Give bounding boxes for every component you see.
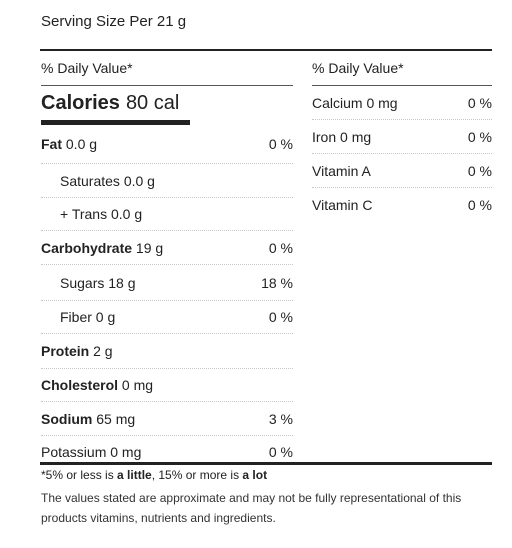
nutrient-row: + Trans 0.0 g (41, 198, 293, 231)
top-rule (40, 49, 492, 51)
nutrient-row: Sugars 18 g 18 % (41, 265, 293, 301)
calories-label: Calories (41, 91, 120, 114)
calories-row: Calories 80 cal (41, 86, 293, 120)
nutrient-amount: 0 mg (110, 444, 142, 460)
footnote-text-1: *5% or less is (41, 468, 118, 482)
nutrient-name: Saturates 0.0 g (41, 173, 155, 189)
nutrient-percent: 0 % (268, 444, 293, 460)
daily-value-header: % Daily Value* (41, 52, 293, 86)
right-column: % Daily Value* Calcium 0 mg 0 % Iron 0 mg 0… (312, 52, 492, 221)
nutrient-amount: 0.0 g (110, 206, 143, 222)
nutrient-amount: 0 g (95, 309, 116, 325)
mineral-label: Vitamin A (312, 162, 371, 179)
nutrient-amount: 2 g (93, 343, 113, 359)
nutrient-row: Fat 0.0 g 0 % (41, 125, 293, 164)
mineral-row: Iron 0 mg 0 % (312, 120, 492, 154)
nutrient-label: Saturates (60, 172, 120, 189)
mineral-row: Vitamin C 0 % (312, 188, 492, 221)
nutrient-label: Cholesterol (41, 377, 119, 393)
nutrient-name: Potassium 0 mg (41, 444, 141, 460)
mineral-row: Vitamin A 0 % (312, 154, 492, 188)
mineral-label: Vitamin C (312, 196, 373, 213)
nutrient-percent: 0 % (268, 136, 293, 152)
nutrient-row: Potassium 0 mg 0 % (41, 436, 293, 468)
nutrient-name: Sugars 18 g (41, 275, 136, 291)
nutrient-name: Cholesterol 0 mg (41, 377, 153, 393)
nutrient-label: Protein (41, 343, 90, 359)
nutrient-amount: 18 g (108, 274, 136, 291)
nutrient-amount: 65 mg (96, 410, 136, 427)
nutrient-percent: 18 % (261, 274, 293, 291)
nutrient-percent: 0 % (268, 239, 293, 256)
nutrient-row: Cholesterol 0 mg (41, 369, 293, 402)
nutrient-row: Protein 2 g (41, 334, 293, 369)
footnote: *5% or less is a little, 15% or more is … (41, 468, 267, 482)
nutrient-row: Fiber 0 g 0 % (41, 301, 293, 334)
nutrient-label: Carbohydrate (41, 239, 133, 256)
nutrient-row: Sodium 65 mg 3 % (41, 402, 293, 436)
nutrient-label: Sodium (41, 410, 93, 427)
mineral-percent: 0 % (467, 94, 492, 111)
daily-value-header-right: % Daily Value* (312, 52, 492, 86)
nutrient-amount: 0 mg (121, 377, 154, 393)
nutrient-percent: 0 % (268, 309, 293, 325)
nutrient-label: Potassium (41, 444, 107, 460)
bottom-rule (40, 462, 492, 465)
nutrient-row: Carbohydrate 19 g 0 % (41, 231, 293, 265)
nutrient-row: Saturates 0.0 g (41, 164, 293, 198)
nutrient-amount: 0.0 g (65, 136, 98, 152)
mineral-label: Calcium 0 mg (312, 94, 398, 111)
nutrient-name: Fat 0.0 g (41, 136, 97, 152)
nutrient-label: + Trans (60, 206, 108, 222)
nutrient-percent: 3 % (268, 410, 293, 427)
serving-size: Serving Size Per 21 g (41, 13, 187, 30)
mineral-percent: 0 % (467, 196, 492, 213)
nutrient-name: Carbohydrate 19 g (41, 240, 163, 256)
nutrient-name: Fiber 0 g (41, 309, 115, 325)
nutrient-label: Sugars (60, 274, 105, 291)
nutrient-amount: 0.0 g (123, 172, 155, 189)
nutrient-label: Fat (41, 136, 62, 152)
nutrient-label: Fiber (60, 309, 92, 325)
mineral-percent: 0 % (467, 128, 492, 145)
left-column: % Daily Value* Calories 80 cal Fat 0.0 g… (41, 52, 293, 468)
nutrient-name: + Trans 0.0 g (41, 206, 142, 222)
calories-value: 80 cal (125, 91, 180, 114)
mineral-percent: 0 % (467, 162, 492, 179)
nutrient-name: Protein 2 g (41, 343, 113, 359)
footnote-a-little: a little (117, 468, 152, 482)
disclaimer: The values stated are approximate and ma… (41, 491, 462, 525)
nutrient-amount: 19 g (135, 239, 164, 256)
mineral-label: Iron 0 mg (312, 128, 372, 145)
calories-rule (41, 120, 190, 125)
nutrient-name: Sodium 65 mg (41, 411, 135, 427)
mineral-row: Calcium 0 mg 0 % (312, 86, 492, 120)
footnote-text-2: , 15% or more is (151, 468, 243, 482)
footnote-a-lot: a lot (242, 468, 268, 482)
